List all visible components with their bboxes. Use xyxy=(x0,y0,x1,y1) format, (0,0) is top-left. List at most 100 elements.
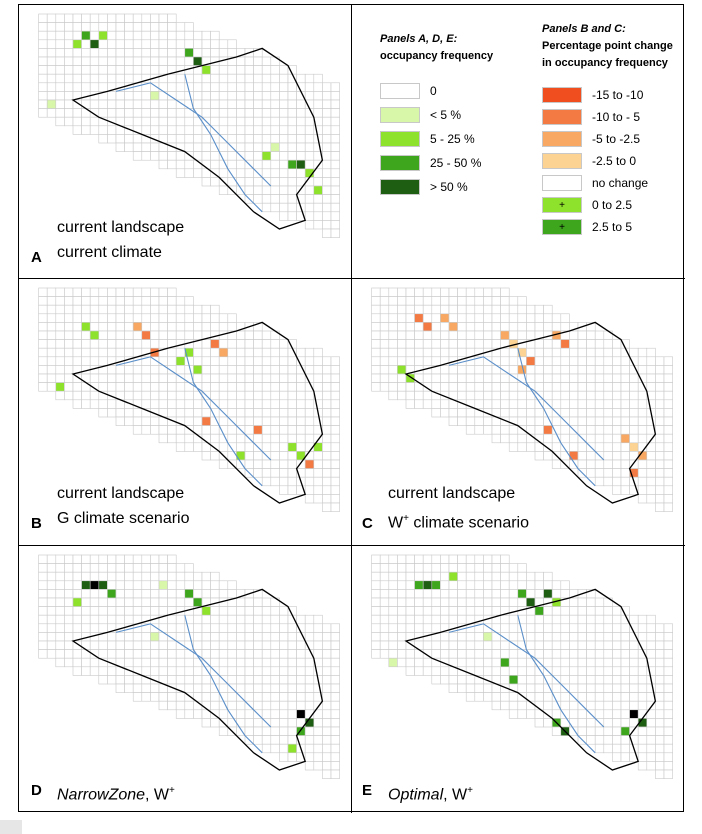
grid-cell xyxy=(534,408,544,418)
grid-cell xyxy=(218,683,229,693)
grid-cell xyxy=(551,614,562,625)
grid-cell xyxy=(167,116,177,127)
grid-cell xyxy=(508,313,519,323)
grid-cell xyxy=(637,347,648,358)
grid-cell xyxy=(620,709,630,719)
grid-cell xyxy=(517,390,527,401)
grid-cell xyxy=(115,632,125,642)
grid-cell xyxy=(38,347,48,358)
grid-cell xyxy=(620,700,630,711)
grid-cell xyxy=(227,82,237,92)
legend-occupancy-label: > 50 % xyxy=(430,180,468,194)
grid-cell xyxy=(517,597,527,607)
grid-cell xyxy=(287,442,297,452)
grid-cell xyxy=(500,580,510,590)
grid-cell xyxy=(55,382,65,392)
grid-cell xyxy=(210,304,220,315)
grid-cell xyxy=(236,142,246,152)
grid-cell xyxy=(379,640,390,650)
grid-cell xyxy=(603,399,613,409)
grid-cell xyxy=(287,709,297,719)
grid-cell xyxy=(184,408,194,418)
grid-cell xyxy=(236,718,246,728)
grid-cell xyxy=(431,373,441,383)
grid-cell xyxy=(500,700,510,711)
grid-cell xyxy=(244,56,254,66)
grid-cell xyxy=(313,202,323,213)
grid-cell xyxy=(81,563,91,573)
grid-cell xyxy=(620,743,630,754)
grid-cell xyxy=(279,649,289,659)
grid-cell xyxy=(201,322,211,332)
grid-cell xyxy=(620,640,630,650)
grid-cell xyxy=(594,675,605,685)
panel-caption-b: current landscape G climate scenario xyxy=(57,481,190,531)
grid-cell xyxy=(560,365,570,375)
grid-cell xyxy=(193,580,203,590)
grid-cell xyxy=(227,614,237,625)
grid-cell xyxy=(38,382,48,392)
grid-cell xyxy=(431,640,441,650)
grid-cell xyxy=(620,623,630,633)
grid-cell xyxy=(261,416,272,426)
grid-cell xyxy=(201,365,211,375)
grid-cell xyxy=(46,65,57,75)
grid-cell xyxy=(534,692,544,702)
grid-cell xyxy=(646,373,656,383)
grid-cell xyxy=(279,408,289,418)
grid-cell xyxy=(64,39,74,49)
grid-cell xyxy=(124,339,134,349)
grid-cell xyxy=(551,692,562,702)
grid-cell xyxy=(330,692,340,702)
grid-cell xyxy=(218,589,229,599)
grid-cell xyxy=(646,382,656,392)
grid-cell xyxy=(569,365,579,375)
grid-cell xyxy=(483,425,493,435)
grid-cell xyxy=(55,554,65,564)
grid-cell xyxy=(296,142,306,152)
grid-cell xyxy=(457,373,467,383)
grid-cell xyxy=(236,347,246,358)
grid-cell xyxy=(440,563,450,573)
grid-cell xyxy=(124,614,134,625)
grid-cell xyxy=(397,356,407,366)
grid-cell xyxy=(124,73,134,84)
grid-cell xyxy=(64,313,74,323)
grid-cell xyxy=(261,614,272,625)
grid-cell xyxy=(184,442,194,452)
grid-cell xyxy=(287,649,297,659)
grid-cell xyxy=(124,287,134,297)
legend-change-label: -2.5 to 0 xyxy=(592,154,637,168)
grid-cell xyxy=(107,666,117,676)
grid-cell xyxy=(115,91,125,101)
grid-cell xyxy=(330,202,340,213)
grid-cell xyxy=(629,347,639,358)
grid-cell xyxy=(560,433,570,444)
grid-cell xyxy=(107,48,117,58)
grid-cell xyxy=(637,365,648,375)
grid-cell xyxy=(543,640,553,650)
grid-cell xyxy=(150,142,160,152)
grid-cell xyxy=(244,339,254,349)
grid-cell xyxy=(603,468,613,478)
grid-cell xyxy=(46,597,57,607)
grid-cell xyxy=(279,666,289,676)
grid-cell xyxy=(98,675,108,685)
grid-cell xyxy=(175,108,186,118)
legend-occupancy-label: 25 - 50 % xyxy=(430,156,482,170)
grid-cell xyxy=(330,220,340,230)
grid-cell xyxy=(483,692,493,702)
grid-cell xyxy=(115,554,125,564)
grid-cell xyxy=(244,683,254,693)
grid-cell xyxy=(405,330,415,340)
grid-cell xyxy=(322,692,332,702)
grid-cell xyxy=(287,451,297,461)
grid-cell xyxy=(586,347,596,358)
grid-cell xyxy=(98,649,108,659)
caption-c-plus: + xyxy=(403,513,409,524)
grid-cell xyxy=(218,623,229,633)
map-svg xyxy=(38,13,340,238)
legend-occupancy-title: Panels A, D, E: occupancy frequency xyxy=(380,31,493,65)
grid-cell xyxy=(603,442,613,452)
grid-cell xyxy=(543,683,553,693)
